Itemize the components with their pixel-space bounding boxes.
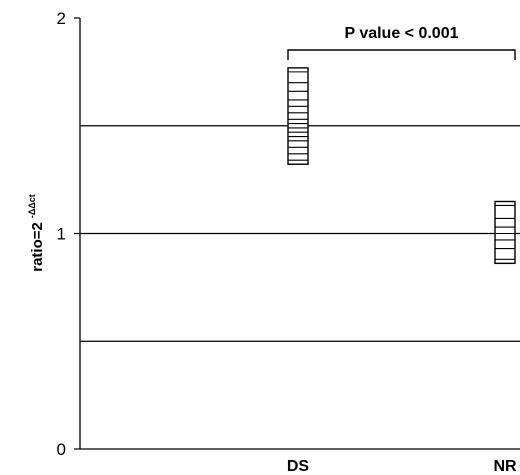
significance-annotation: P value < 0.001 xyxy=(287,25,516,60)
data-points xyxy=(287,67,516,265)
significance-bracket xyxy=(287,49,516,60)
y-axis-title-superscript: -ΔΔct xyxy=(27,194,37,218)
x-category-label-1: NR xyxy=(493,458,517,475)
y-tick-label-1: 1 xyxy=(57,225,66,244)
y-axis-title-main: ratio=2 xyxy=(29,222,46,272)
point-group-NR xyxy=(494,200,516,265)
y-ticks: 0 1 2 xyxy=(57,9,80,459)
y-tick-label-2: 2 xyxy=(57,9,66,28)
y-axis-title: ratio=2 -ΔΔct xyxy=(27,194,46,272)
x-category-label-0: DS xyxy=(287,458,310,475)
point-group-DS xyxy=(287,67,309,165)
significance-label: P value < 0.001 xyxy=(344,25,458,42)
y-tick-label-0: 0 xyxy=(57,440,66,459)
x-labels: DS NR xyxy=(287,458,517,475)
